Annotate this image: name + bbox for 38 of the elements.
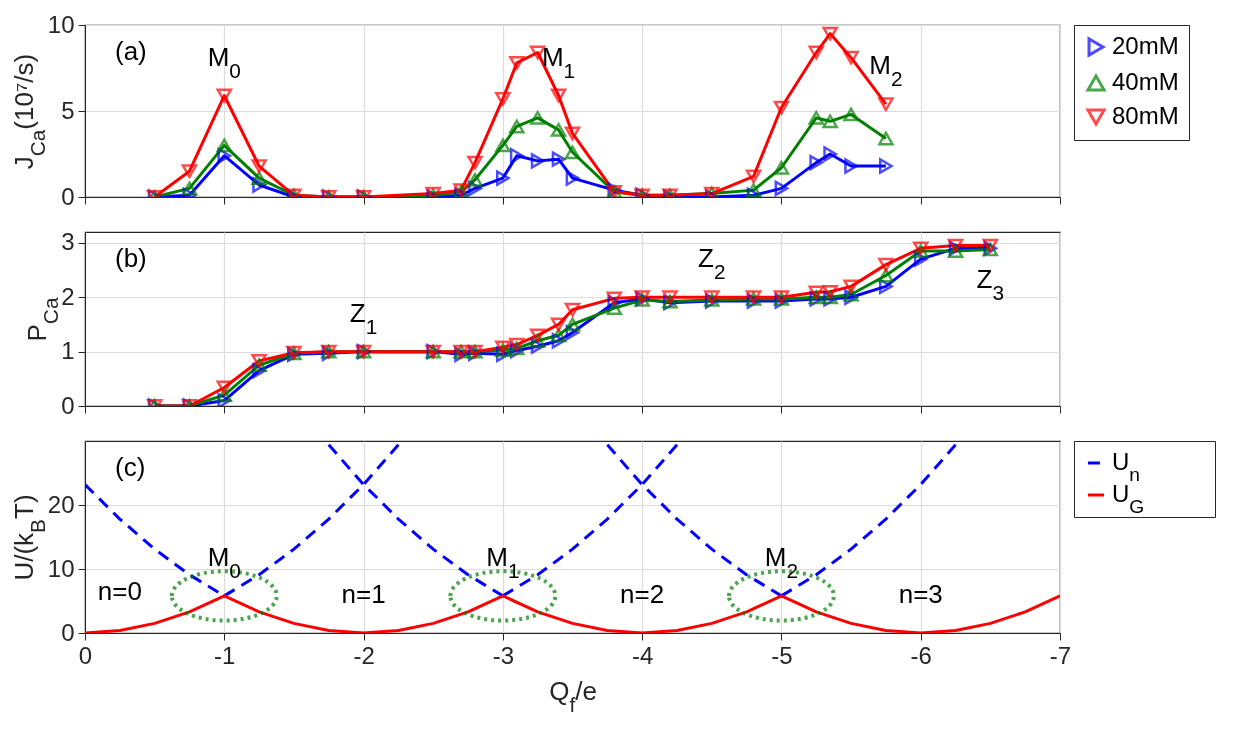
annotation: Z$_{3}$: [976, 264, 1005, 304]
legend-label: 40mM: [1112, 68, 1179, 95]
annotation: n=1: [341, 579, 386, 609]
annotation: n=3: [898, 579, 943, 609]
legend-label: 20mM: [1112, 32, 1179, 59]
y-tick-label: 20: [47, 490, 75, 518]
legend-label: 80mM: [1112, 102, 1179, 129]
x-tick-label: -6: [910, 641, 932, 669]
annotation: (a): [115, 36, 147, 66]
y-tick-label: 0: [61, 391, 75, 419]
y-tick-label: 2: [61, 282, 75, 310]
x-tick-label: -5: [771, 641, 793, 669]
x-tick-label: -7: [1049, 641, 1072, 669]
y-tick-label: 0: [61, 182, 75, 210]
annotation: M$_{1}$: [541, 41, 576, 82]
y-tick-label: 5: [61, 96, 75, 124]
x-tick-label: -2: [353, 641, 375, 669]
annotation: (c): [115, 452, 146, 482]
y-tick-label: 0: [61, 618, 75, 646]
x-tick-label: -1: [214, 641, 236, 669]
annotation: M$_{0}$: [207, 41, 241, 82]
annotation: n=0: [97, 576, 142, 607]
annotation: M$_{0}$: [207, 541, 241, 582]
y-tick-label: 10: [47, 10, 75, 38]
annotation: Z$_{1}$: [349, 297, 378, 338]
x-tick-label: -4: [631, 641, 654, 669]
y-tick-label: 3: [61, 228, 75, 256]
annotation: Z$_{2}$: [698, 243, 726, 283]
annotation: (b): [115, 243, 147, 273]
y-tick-label: 10: [47, 554, 75, 582]
x-tick-label: -3: [492, 641, 515, 669]
annotation: M$_{2}$: [869, 50, 903, 90]
x-tick-label: 0: [78, 641, 93, 669]
y-tick-label: 1: [61, 337, 75, 365]
annotation: M$_{2}$: [764, 541, 799, 582]
annotation: n=2: [620, 579, 665, 609]
x-axis-title: Q$_{f}$/e: [549, 675, 597, 715]
annotation: M$_{1}$: [486, 541, 520, 582]
